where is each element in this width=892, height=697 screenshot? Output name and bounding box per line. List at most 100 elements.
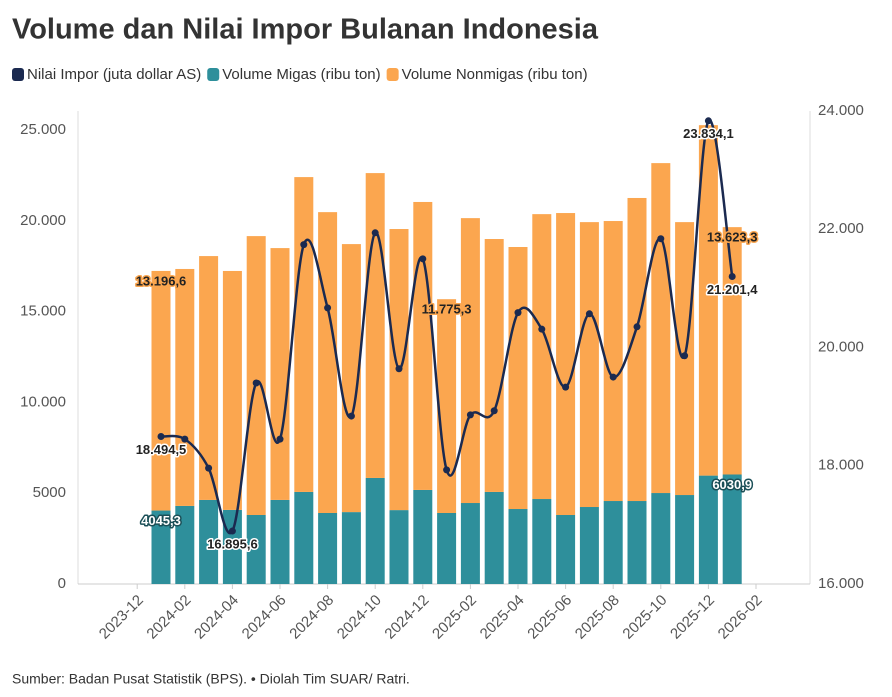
bar-value-label: 13.196,6 xyxy=(136,273,187,288)
bar xyxy=(651,163,671,494)
x-tick-label: 2024-12 xyxy=(381,592,432,643)
line-point xyxy=(324,304,332,312)
legend-swatch xyxy=(12,68,24,81)
bar xyxy=(460,218,480,504)
x-tick-label: 2024-06 xyxy=(239,592,290,643)
bar xyxy=(341,244,361,513)
bar xyxy=(365,477,385,584)
bar xyxy=(199,256,219,500)
y-tick-label: 10.000 xyxy=(20,393,66,410)
bar xyxy=(199,499,219,584)
bar xyxy=(532,214,552,500)
x-tick-label: 2024-04 xyxy=(191,592,242,643)
bar xyxy=(246,236,266,516)
line-point xyxy=(276,435,284,443)
line-point xyxy=(538,325,546,333)
x-tick-label: 2025-02 xyxy=(429,592,480,643)
x-tick-label: 2025-12 xyxy=(667,592,718,643)
bar xyxy=(270,248,290,500)
bar xyxy=(222,270,242,510)
line-point xyxy=(419,255,427,263)
bar-value-label: 4045,3 xyxy=(141,513,181,528)
y2-tick-label: 24.000 xyxy=(818,102,864,119)
line-point xyxy=(633,323,641,331)
y2-tick-label: 20.000 xyxy=(818,338,864,355)
bar xyxy=(722,227,742,475)
bar xyxy=(318,212,338,514)
y-tick-label: 20.000 xyxy=(20,212,66,229)
bar xyxy=(175,505,195,584)
bar xyxy=(246,515,266,584)
line-point xyxy=(181,435,189,443)
line-point xyxy=(562,383,570,391)
x-tick-label: 2024-08 xyxy=(286,592,337,643)
bar xyxy=(294,177,314,492)
bar xyxy=(651,493,671,584)
bar xyxy=(579,222,599,508)
x-tick-label: 2024-10 xyxy=(334,592,385,643)
line-point xyxy=(609,373,617,381)
line-point xyxy=(205,464,213,472)
line-point xyxy=(490,407,498,415)
legend-label: Nilai Impor (juta dollar AS) xyxy=(27,66,201,83)
line-point xyxy=(157,433,165,441)
bar xyxy=(627,197,647,502)
x-tick-label: 2026-02 xyxy=(715,592,766,643)
bar xyxy=(270,499,290,584)
x-tick-label: 2023-12 xyxy=(96,592,147,643)
line-point xyxy=(443,466,451,474)
bar xyxy=(675,495,695,584)
bar xyxy=(222,509,242,584)
bar xyxy=(484,491,504,584)
bar xyxy=(175,268,195,506)
bar xyxy=(603,221,623,502)
bar xyxy=(722,474,742,584)
y-tick-label: 15.000 xyxy=(20,303,66,320)
bar xyxy=(151,270,171,511)
bar xyxy=(318,513,338,584)
bar xyxy=(532,499,552,584)
line-value-label: 16.895,6 xyxy=(207,536,258,551)
line-point xyxy=(585,310,593,318)
bar xyxy=(508,509,528,584)
x-tick-label: 2025-10 xyxy=(619,592,670,643)
source: Sumber: Badan Pusat Statistik (BPS). • D… xyxy=(12,671,410,687)
line-value-label: 18.494,5 xyxy=(136,442,187,457)
line-point xyxy=(704,117,712,125)
legend-swatch xyxy=(386,68,399,81)
line-value-label: 21.201,4 xyxy=(707,282,758,297)
line-point xyxy=(466,411,474,419)
bar xyxy=(556,515,576,584)
line-point xyxy=(728,272,736,280)
y-tick-label: 25.000 xyxy=(20,121,66,138)
legend-swatch xyxy=(207,68,220,81)
bar-value-label: 6030,9 xyxy=(712,477,752,492)
bar xyxy=(151,510,171,584)
y2-tick-label: 16.000 xyxy=(818,575,864,592)
line-point xyxy=(347,412,355,420)
x-tick-label: 2024-02 xyxy=(143,592,194,643)
line-point xyxy=(395,365,403,373)
line-value-label: 23.834,1 xyxy=(683,126,734,141)
bar xyxy=(413,201,433,490)
bar xyxy=(437,299,457,514)
x-tick-label: 2025-06 xyxy=(524,592,575,643)
bar xyxy=(341,512,361,584)
x-tick-label: 2025-08 xyxy=(572,592,623,643)
bar xyxy=(508,246,528,510)
bar xyxy=(413,489,433,584)
legend-label: Volume Migas (ribu ton) xyxy=(222,66,380,83)
y-tick-label: 5000 xyxy=(33,484,66,501)
bar xyxy=(698,475,718,584)
bar xyxy=(365,173,385,478)
bar xyxy=(603,501,623,584)
line-point xyxy=(371,229,379,237)
y2-tick-label: 22.000 xyxy=(818,220,864,237)
bar xyxy=(389,510,409,584)
line-point xyxy=(514,309,522,317)
line-point xyxy=(681,352,689,360)
chart-title: Volume dan Nilai Impor Bulanan Indonesia xyxy=(12,14,599,46)
line-point xyxy=(252,379,260,387)
